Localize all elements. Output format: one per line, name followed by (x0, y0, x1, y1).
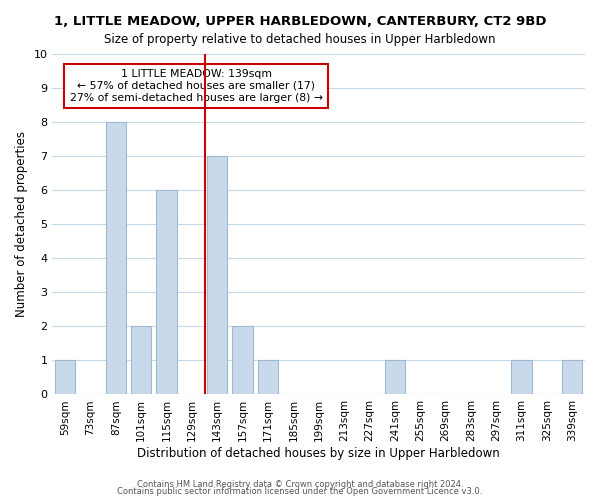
Text: Contains HM Land Registry data © Crown copyright and database right 2024.: Contains HM Land Registry data © Crown c… (137, 480, 463, 489)
Text: 1, LITTLE MEADOW, UPPER HARBLEDOWN, CANTERBURY, CT2 9BD: 1, LITTLE MEADOW, UPPER HARBLEDOWN, CANT… (54, 15, 546, 28)
Bar (131, 326, 151, 394)
Bar (106, 122, 126, 394)
Bar (157, 190, 176, 394)
Bar (385, 360, 405, 394)
Text: 1 LITTLE MEADOW: 139sqm
← 57% of detached houses are smaller (17)
27% of semi-de: 1 LITTLE MEADOW: 139sqm ← 57% of detache… (70, 70, 323, 102)
Bar (258, 360, 278, 394)
Bar (562, 360, 583, 394)
Bar (207, 156, 227, 394)
Bar (232, 326, 253, 394)
Bar (511, 360, 532, 394)
Text: Contains public sector information licensed under the Open Government Licence v3: Contains public sector information licen… (118, 487, 482, 496)
Bar (55, 360, 75, 394)
Y-axis label: Number of detached properties: Number of detached properties (15, 131, 28, 317)
Text: Size of property relative to detached houses in Upper Harbledown: Size of property relative to detached ho… (104, 32, 496, 46)
X-axis label: Distribution of detached houses by size in Upper Harbledown: Distribution of detached houses by size … (137, 447, 500, 460)
